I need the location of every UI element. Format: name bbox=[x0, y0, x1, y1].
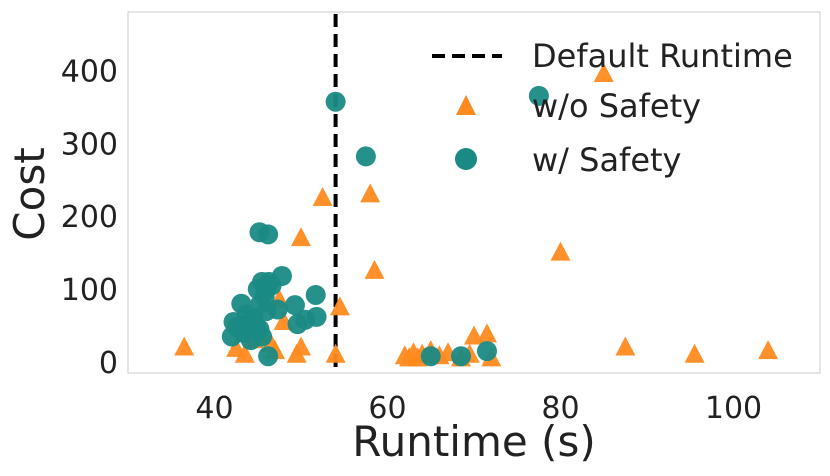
point-with-safety bbox=[528, 85, 549, 106]
point-with-safety bbox=[451, 346, 472, 367]
x-tick-label: 80 bbox=[541, 391, 579, 426]
legend-label-default-runtime: Default Runtime bbox=[532, 37, 793, 75]
point-with-safety bbox=[476, 341, 497, 362]
point-with-safety bbox=[306, 306, 327, 327]
x-axis-title: Runtime (s) bbox=[352, 417, 595, 466]
legend-circle-swatch bbox=[455, 148, 477, 170]
point-without-safety bbox=[291, 336, 311, 356]
point-without-safety bbox=[615, 336, 636, 356]
y-tick-label: 0 bbox=[99, 346, 118, 381]
point-with-safety bbox=[267, 299, 288, 320]
legend-triangle-swatch bbox=[456, 95, 476, 115]
x-tick-labels: 40 60 80 100 bbox=[195, 391, 762, 426]
point-without-safety bbox=[684, 343, 705, 363]
point-with-safety bbox=[258, 346, 279, 367]
point-with-safety bbox=[420, 346, 441, 367]
point-with-safety bbox=[305, 284, 326, 305]
y-tick-labels: 0 100 200 300 400 bbox=[61, 54, 118, 381]
point-with-safety bbox=[271, 266, 292, 287]
x-tick-label: 100 bbox=[705, 391, 762, 426]
legend-label-with-safety: w/ Safety bbox=[532, 141, 681, 179]
y-tick-label: 100 bbox=[61, 273, 118, 308]
x-tick-label: 40 bbox=[195, 391, 233, 426]
point-with-safety bbox=[252, 326, 273, 347]
point-with-safety bbox=[355, 146, 376, 167]
point-without-safety bbox=[758, 340, 779, 360]
point-without-safety bbox=[364, 259, 385, 279]
point-without-safety bbox=[593, 62, 614, 82]
point-without-safety bbox=[550, 241, 571, 261]
data-points bbox=[174, 62, 779, 367]
point-without-safety bbox=[291, 227, 311, 247]
y-tick-label: 300 bbox=[61, 127, 118, 162]
y-tick-label: 400 bbox=[61, 54, 118, 89]
point-without-safety bbox=[325, 343, 346, 363]
point-without-safety bbox=[360, 183, 381, 203]
point-with-safety bbox=[258, 224, 279, 245]
point-without-safety bbox=[329, 296, 350, 316]
point-without-safety bbox=[476, 323, 497, 343]
y-tick-label: 200 bbox=[61, 200, 118, 235]
x-tick-label: 60 bbox=[368, 391, 406, 426]
y-axis-title: Cost bbox=[5, 147, 54, 240]
point-without-safety bbox=[234, 343, 255, 363]
point-with-safety bbox=[284, 295, 305, 316]
legend-label-without-safety: w/o Safety bbox=[532, 87, 701, 125]
legend: Default Runtime w/o Safety w/ Safety bbox=[432, 37, 793, 179]
point-without-safety bbox=[174, 336, 195, 356]
point-without-safety bbox=[312, 186, 333, 206]
point-with-safety bbox=[325, 91, 346, 112]
